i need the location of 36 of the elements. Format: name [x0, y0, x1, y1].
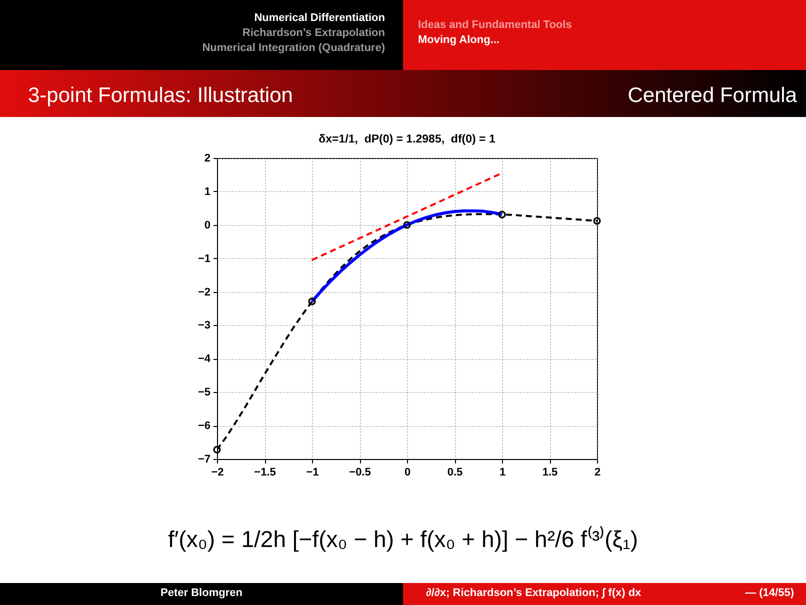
text: f′(x₀) = 1/2h [−f(x₀ − h) + f(x₀ + h)] − h²/6 f⁽³⁾(ξ₁)	[166, 526, 640, 554]
point	[593, 217, 601, 225]
y-tick-label: −2	[198, 286, 210, 298]
x-tick-label: 2	[594, 466, 601, 478]
text: Numerical Integration (Quadrature)	[202, 42, 385, 56]
line-series	[310, 209, 504, 303]
text: Peter Blomgren	[160, 587, 244, 600]
x-tick-label: 1.5	[542, 466, 558, 478]
point	[213, 446, 221, 454]
text: Numerical Differentiation	[254, 12, 385, 26]
text: ∂/∂x; Richardson’s Extrapolation; ∫ f(x) dx	[426, 587, 642, 600]
x-tick-label: 1	[499, 466, 506, 478]
text: — (14/55)	[745, 587, 794, 600]
text: Centered Formula	[628, 83, 797, 108]
x-tick-label: 0.5	[447, 466, 463, 478]
point	[403, 221, 411, 229]
text: Ideas and Fundamental Tools	[418, 19, 572, 32]
y-tick-label: 0	[204, 219, 210, 232]
x-tick-label: −1.5	[254, 466, 276, 478]
y-tick-label: 1	[204, 186, 210, 198]
text: 3-point Formulas: Illustration	[28, 83, 293, 108]
x-tick-label: −0.5	[349, 466, 371, 478]
point	[498, 210, 506, 218]
x-tick-label: −1	[306, 466, 319, 478]
y-tick-label: −6	[198, 420, 210, 432]
x-tick-label: 0	[404, 466, 411, 478]
y-tick-label: −1	[198, 252, 210, 265]
y-tick-label: −5	[198, 386, 210, 399]
point	[308, 298, 316, 306]
y-tick-label: 2	[204, 152, 210, 164]
chart-title: δx=1/1, dP(0) = 1.2985, df(0) = 1	[318, 134, 496, 146]
text: Richardson’s Extrapolation	[242, 27, 385, 40]
y-tick-label: −3	[198, 320, 210, 332]
text: Moving Along...	[418, 34, 500, 48]
y-tick-label: −7	[198, 454, 210, 466]
y-tick-label: −4	[198, 353, 212, 366]
